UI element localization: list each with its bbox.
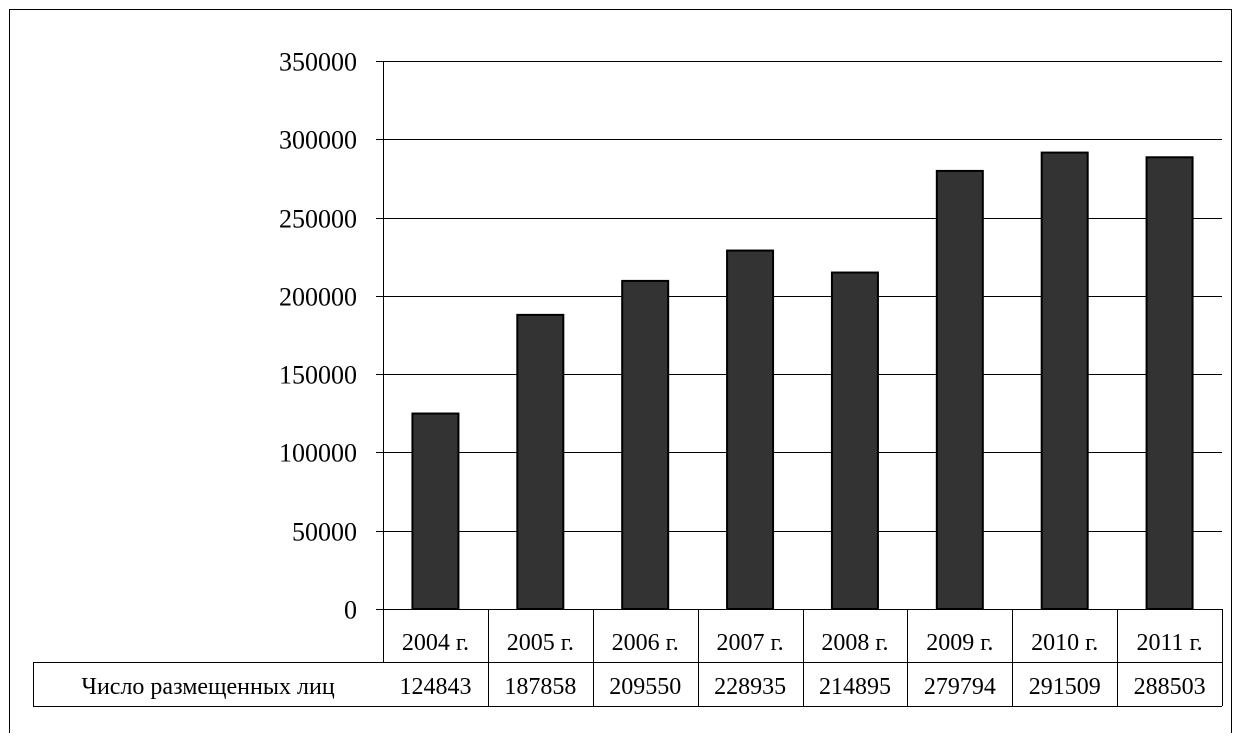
category-label: 2005 г. [507,630,574,656]
y-tick-label: 100000 [279,439,357,468]
y-tick-label: 350000 [279,48,357,77]
y-tick-label: 250000 [279,205,357,234]
data-label: 288503 [1134,674,1206,700]
category-label: 2009 г. [926,630,993,656]
series-label: Число размещенных лиц [81,674,334,700]
category-label: 2008 г. [821,630,888,656]
category-label: 2011 г. [1136,630,1202,656]
data-label: 214895 [819,674,891,700]
chart-frame [9,9,1232,738]
bar [830,271,879,610]
y-tick-label: 200000 [279,283,357,312]
bar [1145,156,1194,610]
y-axis-tick-labels: 0 50000 100000 150000 200000 250000 300000 3500… [279,48,357,625]
data-label: 124843 [399,674,471,700]
data-label: 291509 [1029,674,1101,700]
category-label: 2004 г. [402,630,469,656]
bar [516,313,565,610]
data-label: 209550 [609,674,681,700]
bars [411,151,1194,611]
y-tick-label: 0 [344,596,357,625]
y-tick-label: 300000 [279,126,357,155]
y-tick-label: 150000 [279,361,357,390]
bar [1040,151,1089,610]
bar [726,249,775,611]
data-label: 187858 [504,674,576,700]
data-table: 2004 г. 2005 г. 2006 г. 2007 г. 2008 г. 2009 … [33,609,1223,707]
data-label: 228935 [714,674,786,700]
bar [935,169,984,610]
category-label: 2007 г. [716,630,783,656]
category-label: 2006 г. [612,630,679,656]
bar [411,412,460,610]
data-label: 279794 [924,674,996,700]
category-label: 2010 г. [1031,630,1098,656]
y-tick-label: 50000 [292,518,357,547]
bar [621,279,670,610]
